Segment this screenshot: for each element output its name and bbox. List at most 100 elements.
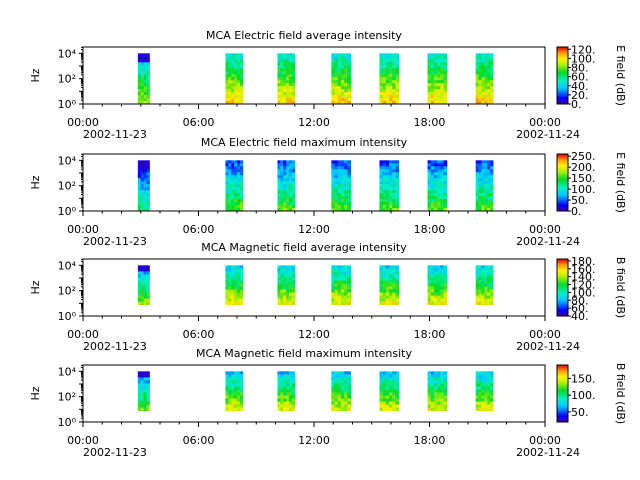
heatmap-cell — [347, 68, 351, 72]
heatmap-cell — [228, 86, 232, 90]
heatmap-cell — [225, 271, 229, 275]
heatmap-cell — [291, 208, 296, 212]
heatmap-cell — [389, 65, 393, 69]
heatmap-cell — [490, 380, 494, 384]
heatmap-cell — [430, 163, 435, 167]
heatmap-cell — [280, 86, 284, 90]
heatmap-cell — [143, 286, 147, 290]
heatmap-cell — [392, 295, 396, 299]
heatmap-cell — [146, 407, 150, 411]
heatmap-cell — [385, 77, 390, 81]
heatmap-cell — [283, 374, 287, 378]
heatmap-cell — [430, 62, 435, 66]
heatmap-cell — [430, 265, 435, 269]
heatmap-cell — [146, 271, 150, 275]
heatmap-cell — [137, 271, 142, 275]
heatmap-cell — [340, 398, 345, 402]
heatmap-cell — [443, 268, 448, 272]
heatmap-cell — [382, 377, 387, 381]
heatmap-cell — [490, 77, 494, 81]
heatmap-cell — [237, 68, 241, 72]
colorbar-segment — [557, 269, 568, 271]
heatmap-cell — [140, 65, 145, 69]
heatmap-cell — [334, 274, 339, 278]
heatmap-cell — [231, 208, 235, 212]
heatmap-cell — [484, 286, 488, 290]
colorbar-segment — [557, 309, 568, 311]
heatmap-cell — [331, 292, 335, 296]
heatmap-cell — [430, 89, 435, 93]
heatmap-cell — [137, 407, 142, 411]
heatmap-cell — [487, 71, 491, 75]
colorbar-tick-label: 150. — [571, 172, 596, 185]
heatmap-cell — [440, 160, 445, 164]
heatmap-cell — [427, 374, 432, 378]
heatmap-cell — [288, 71, 293, 75]
heatmap-cell — [291, 380, 296, 384]
heatmap-cell — [143, 208, 147, 212]
heatmap-cell — [288, 395, 293, 399]
heatmap-cell — [478, 383, 482, 387]
heatmap-cell — [228, 190, 232, 194]
heatmap-cell — [280, 166, 284, 170]
heatmap-cell — [280, 301, 284, 305]
heatmap-cell — [475, 74, 479, 78]
heatmap-cell — [481, 268, 485, 272]
y-tick-label: 10⁰ — [58, 416, 77, 429]
heatmap-cell — [440, 392, 445, 396]
heatmap-cell — [140, 274, 145, 278]
colorbar-tick-label: 80. — [571, 62, 589, 75]
heatmap-cell — [344, 377, 348, 381]
heatmap-cell — [277, 208, 281, 212]
heatmap-cell — [331, 289, 335, 293]
heatmap-cell — [143, 65, 147, 69]
heatmap-cell — [340, 274, 345, 278]
heatmap-cell — [392, 190, 396, 194]
heatmap-cell — [395, 68, 400, 72]
heatmap-cell — [234, 298, 238, 302]
heatmap-cell — [231, 53, 235, 57]
heatmap-cell — [437, 371, 441, 375]
heatmap-cell — [286, 166, 290, 170]
heatmap-cell — [487, 265, 491, 269]
heatmap-cell — [490, 92, 494, 96]
colorbar-tick-label: 150. — [571, 372, 596, 385]
heatmap-cell — [487, 268, 491, 272]
heatmap-cell — [340, 196, 345, 200]
heatmap-cell — [228, 205, 232, 209]
heatmap-cell — [385, 172, 390, 176]
heatmap-cell — [137, 208, 142, 212]
heatmap-cell — [347, 289, 351, 293]
heatmap-cell — [379, 175, 384, 179]
heatmap-cell — [440, 68, 445, 72]
heatmap-cell — [143, 292, 147, 296]
heatmap-cell — [379, 56, 384, 60]
heatmap-cell — [484, 380, 488, 384]
heatmap-cell — [146, 205, 150, 209]
heatmap-cell — [478, 398, 482, 402]
heatmap-cell — [140, 371, 145, 375]
heatmap-cell — [277, 166, 281, 170]
heatmap-cell — [437, 383, 441, 387]
heatmap-cell — [334, 286, 339, 290]
heatmap-cell — [228, 289, 232, 293]
heatmap-cell — [239, 80, 244, 84]
heatmap-cell — [239, 298, 244, 302]
heatmap-cell — [334, 184, 339, 188]
heatmap-cell — [143, 86, 147, 90]
heatmap-cell — [443, 289, 448, 293]
heatmap-cell — [228, 383, 232, 387]
heatmap-cell — [443, 280, 448, 284]
heatmap-cell — [137, 101, 142, 105]
heatmap-cell — [481, 386, 485, 390]
heatmap-cell — [443, 101, 448, 105]
heatmap-cell — [340, 175, 345, 179]
heatmap-cell — [379, 181, 384, 185]
heatmap-cell — [288, 187, 293, 191]
heatmap-cell — [347, 392, 351, 396]
heatmap-cell — [443, 298, 448, 302]
heatmap-cell — [487, 169, 491, 173]
heatmap-cell — [490, 59, 494, 63]
colorbar-segment — [557, 191, 568, 193]
colorbar: 0.20.40.60.80.100.120. E field (dB) — [556, 43, 627, 111]
